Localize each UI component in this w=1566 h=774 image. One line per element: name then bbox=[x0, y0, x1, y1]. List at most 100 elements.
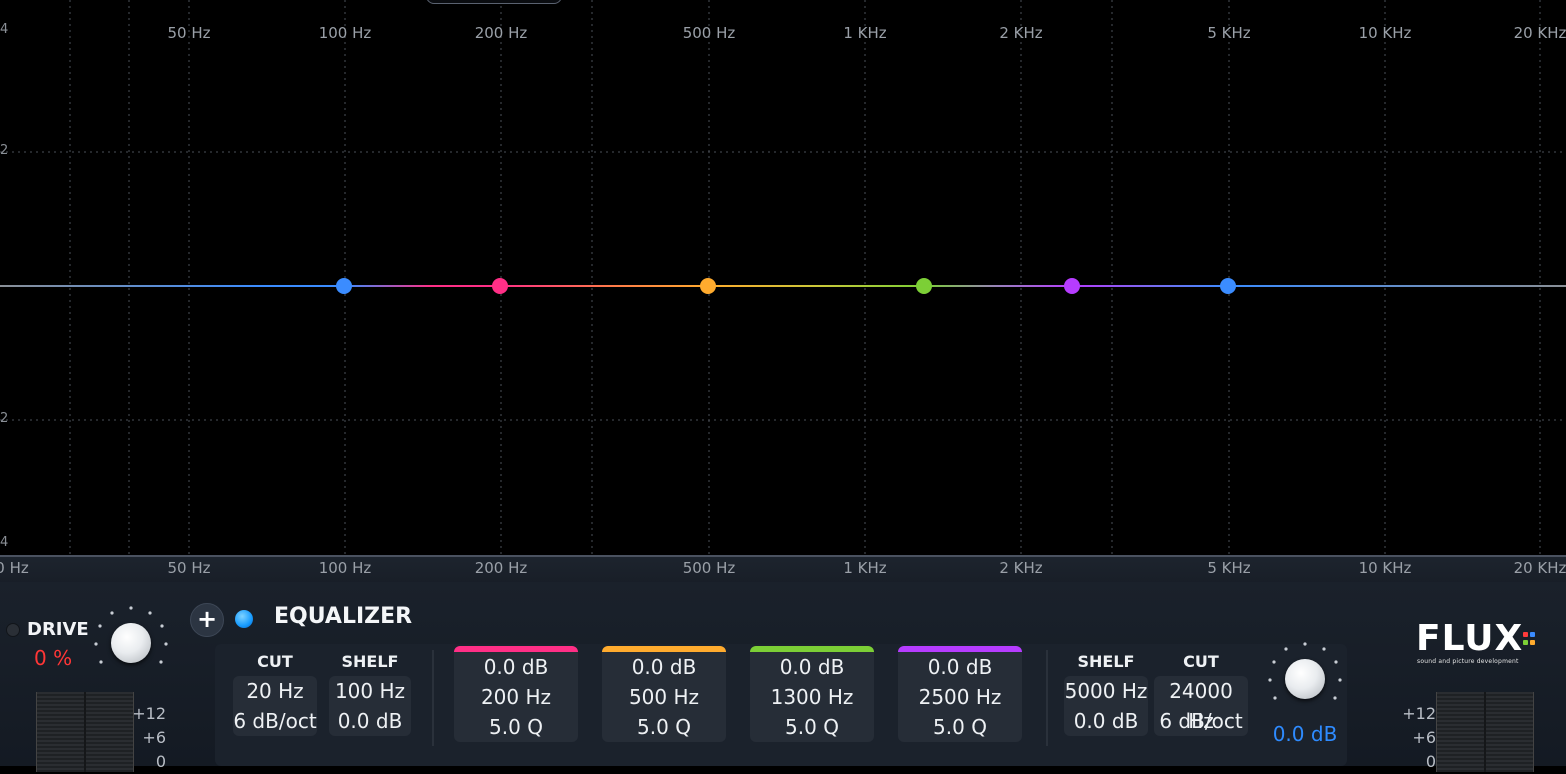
freq-label-top: 20 KHz bbox=[1513, 24, 1566, 42]
flux-logo-dots bbox=[1523, 630, 1539, 650]
high-cut-slope[interactable]: 6 dB/oct bbox=[1159, 709, 1243, 733]
band-1-gain[interactable]: 0.0 dB bbox=[483, 655, 549, 679]
band-4-color-bar bbox=[898, 646, 1022, 652]
high-shelf-gain[interactable]: 0.0 dB bbox=[1073, 709, 1139, 733]
add-band-button[interactable]: + bbox=[190, 603, 224, 637]
scale-label: 0 bbox=[155, 752, 166, 771]
high-shelf-freq[interactable]: 5000 Hz bbox=[1064, 679, 1148, 703]
low-cut-column: CUT 20 Hz 6 dB/oct bbox=[233, 648, 317, 736]
low-shelf-column: SHELF 100 Hz 0.0 dB bbox=[329, 648, 411, 736]
band-1-color-bar bbox=[454, 646, 578, 652]
freq-label-top: 2 KHz bbox=[999, 24, 1043, 42]
high-cut-values: 24000 Hz 6 dB/oct bbox=[1154, 676, 1248, 736]
band-4-values: 0.0 dB 2500 Hz 5.0 Q bbox=[898, 652, 1022, 742]
band-1-node[interactable] bbox=[492, 278, 508, 294]
band-4-q[interactable]: 5.0 Q bbox=[933, 715, 987, 739]
low-cut-slope[interactable]: 6 dB/oct bbox=[233, 709, 317, 733]
flux-logo: FLUX bbox=[1416, 618, 1524, 659]
freq-label-top: 100 Hz bbox=[318, 24, 372, 42]
db-tick-bottom: 4 bbox=[0, 535, 9, 550]
band-2-color-bar bbox=[602, 646, 726, 652]
band-3-q[interactable]: 5.0 Q bbox=[785, 715, 839, 739]
eq-graph-canvas[interactable] bbox=[0, 0, 1566, 555]
scale-label: +6 bbox=[142, 728, 166, 747]
drive-label: DRIVE bbox=[27, 619, 89, 640]
freq-label-bottom: 50 Hz bbox=[167, 559, 211, 577]
freq-label-top: 500 Hz bbox=[682, 24, 736, 42]
drive-knob-scale bbox=[94, 606, 168, 664]
input-fader-scale: +12 +6 0 bbox=[128, 702, 166, 774]
band-3-node[interactable] bbox=[916, 278, 932, 294]
freq-label-bottom: 1 KHz bbox=[843, 559, 887, 577]
band-4-column: 0.0 dB 2500 Hz 5.0 Q bbox=[898, 646, 1022, 742]
band-4-gain[interactable]: 0.0 dB bbox=[927, 655, 993, 679]
scale-label: +12 bbox=[1402, 704, 1436, 723]
low-cut-freq[interactable]: 20 Hz bbox=[246, 679, 304, 703]
low-cut-values: 20 Hz 6 dB/oct bbox=[233, 676, 317, 736]
freq-label-top: 50 Hz bbox=[167, 24, 211, 42]
drive-led[interactable] bbox=[6, 623, 20, 637]
control-panel: DRIVE 0 % +12 +6 0 + EQUALIZER CUT 20 Hz… bbox=[0, 582, 1566, 772]
band-3-gain[interactable]: 0.0 dB bbox=[779, 655, 845, 679]
band-2-values: 0.0 dB 500 Hz 5.0 Q bbox=[602, 652, 726, 742]
top-tab[interactable] bbox=[426, 0, 562, 4]
freq-label-bottom: 10 KHz bbox=[1358, 559, 1412, 577]
band-1-q[interactable]: 5.0 Q bbox=[489, 715, 543, 739]
scale-label: +12 bbox=[132, 704, 166, 723]
band-2-q[interactable]: 5.0 Q bbox=[637, 715, 691, 739]
high-cut-header: CUT bbox=[1183, 652, 1219, 671]
output-gain-value: 0.0 dB bbox=[1272, 722, 1338, 746]
output-fader[interactable] bbox=[1436, 692, 1534, 772]
band-2-gain[interactable]: 0.0 dB bbox=[631, 655, 697, 679]
freq-label-top: 200 Hz bbox=[474, 24, 528, 42]
input-fader[interactable] bbox=[36, 692, 134, 772]
eq-graph[interactable]: 4 2 2 4 50 Hz 100 Hz 200 Hz 500 Hz 1 KHz… bbox=[0, 0, 1566, 555]
flux-tagline: sound and picture development bbox=[1417, 658, 1519, 665]
drive-value: 0 % bbox=[34, 646, 73, 670]
freq-label-bottom: 2 KHz bbox=[999, 559, 1043, 577]
output-fader-scale: +12 +6 0 bbox=[1400, 702, 1436, 774]
db-tick-upper: 2 bbox=[0, 143, 9, 158]
band-1-column: 0.0 dB 200 Hz 5.0 Q bbox=[454, 646, 578, 742]
db-tick-top: 4 bbox=[0, 22, 9, 37]
low-shelf-header: SHELF bbox=[341, 652, 399, 671]
freq-label-bottom: 20 KHz bbox=[1513, 559, 1566, 577]
band-1-freq[interactable]: 200 Hz bbox=[480, 685, 552, 709]
eq-enable-led[interactable] bbox=[235, 610, 253, 628]
eq-title: EQUALIZER bbox=[274, 604, 413, 629]
freq-label-bottom: 500 Hz bbox=[682, 559, 736, 577]
band-3-values: 0.0 dB 1300 Hz 5.0 Q bbox=[750, 652, 874, 742]
drive-knob[interactable] bbox=[111, 623, 151, 663]
band-4-freq[interactable]: 2500 Hz bbox=[918, 685, 1002, 709]
output-gain-knob[interactable] bbox=[1285, 659, 1325, 699]
high-shelf-column: SHELF 5000 Hz 0.0 dB bbox=[1064, 648, 1148, 736]
freq-label-bottom: 5 KHz bbox=[1207, 559, 1251, 577]
low-shelf-freq[interactable]: 100 Hz bbox=[334, 679, 406, 703]
freq-label-bottom: 200 Hz bbox=[474, 559, 528, 577]
freq-label-top: 1 KHz bbox=[843, 24, 887, 42]
band-2-node[interactable] bbox=[700, 278, 716, 294]
freq-label-top: 5 KHz bbox=[1207, 24, 1251, 42]
band-shelf-high-node[interactable] bbox=[1220, 278, 1236, 294]
gain-knob-scale bbox=[1268, 642, 1342, 700]
divider bbox=[432, 650, 434, 746]
band-3-column: 0.0 dB 1300 Hz 5.0 Q bbox=[750, 646, 874, 742]
high-shelf-values: 5000 Hz 0.0 dB bbox=[1064, 676, 1148, 736]
band-2-freq[interactable]: 500 Hz bbox=[628, 685, 700, 709]
freq-label-bottom: 100 Hz bbox=[318, 559, 372, 577]
db-tick-lower: 2 bbox=[0, 411, 9, 426]
frequency-axis: 0 Hz 50 Hz 100 Hz 200 Hz 500 Hz 1 KHz 2 … bbox=[0, 555, 1566, 584]
low-shelf-values: 100 Hz 0.0 dB bbox=[329, 676, 411, 736]
high-cut-freq[interactable]: 24000 Hz bbox=[1169, 679, 1233, 733]
low-cut-header: CUT bbox=[257, 652, 293, 671]
scale-label: 0 bbox=[1425, 752, 1436, 771]
low-shelf-gain[interactable]: 0.0 dB bbox=[337, 709, 403, 733]
band-4-node[interactable] bbox=[1064, 278, 1080, 294]
freq-label-bottom: 0 Hz bbox=[0, 559, 29, 577]
band-3-freq[interactable]: 1300 Hz bbox=[770, 685, 854, 709]
band-cut-low-node[interactable] bbox=[336, 278, 352, 294]
freq-label-top: 10 KHz bbox=[1358, 24, 1412, 42]
band-2-column: 0.0 dB 500 Hz 5.0 Q bbox=[602, 646, 726, 742]
divider bbox=[1046, 650, 1048, 746]
scale-label: +6 bbox=[1412, 728, 1436, 747]
